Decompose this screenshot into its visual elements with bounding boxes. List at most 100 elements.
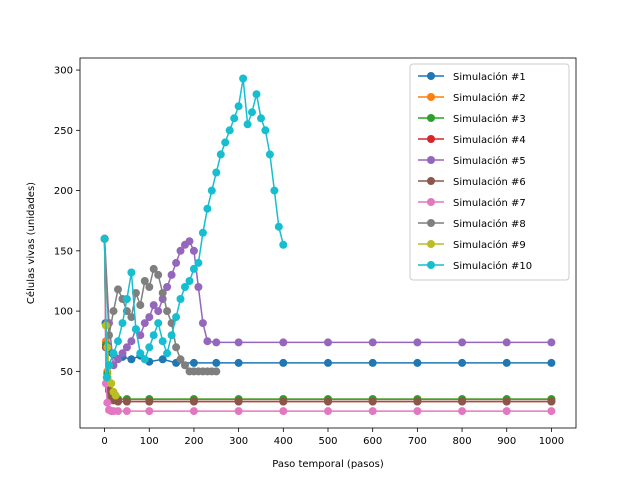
legend-item: Simulación #4 xyxy=(418,134,526,146)
data-point xyxy=(114,355,122,364)
data-point xyxy=(149,331,158,340)
data-point xyxy=(413,407,422,416)
y-tick-label: 300 xyxy=(54,66,73,77)
data-point xyxy=(502,397,511,406)
data-point xyxy=(172,258,181,267)
data-point xyxy=(189,246,198,255)
data-point xyxy=(413,338,422,347)
data-point xyxy=(181,361,189,370)
data-point xyxy=(114,285,122,294)
legend-marker xyxy=(427,72,435,80)
data-point xyxy=(216,150,225,159)
data-point xyxy=(279,397,288,406)
data-point xyxy=(239,74,248,83)
legend-label: Simulación #1 xyxy=(453,71,526,83)
data-point xyxy=(547,358,556,367)
legend-marker xyxy=(427,135,435,143)
x-tick-label: 900 xyxy=(497,436,516,447)
data-point xyxy=(167,331,176,340)
data-point xyxy=(502,338,511,347)
data-point xyxy=(368,338,377,347)
legend-label: Simulación #2 xyxy=(453,92,526,104)
data-point xyxy=(145,283,154,291)
data-point xyxy=(127,268,136,277)
data-point xyxy=(270,186,279,195)
data-point xyxy=(167,270,176,279)
data-point xyxy=(185,237,194,246)
data-point xyxy=(257,114,265,123)
x-tick-label: 200 xyxy=(184,436,203,447)
data-point xyxy=(140,355,149,364)
data-point xyxy=(324,358,332,367)
legend-marker xyxy=(427,156,435,164)
data-point xyxy=(221,138,230,147)
data-point xyxy=(136,349,145,358)
data-point xyxy=(212,338,221,347)
data-point xyxy=(252,90,261,99)
data-point xyxy=(279,338,288,347)
data-point xyxy=(230,114,239,123)
legend-marker xyxy=(427,93,435,101)
data-point xyxy=(122,295,131,303)
x-tick-label: 500 xyxy=(318,436,337,447)
data-point xyxy=(163,307,172,316)
data-point xyxy=(212,358,221,367)
data-point xyxy=(127,355,136,364)
data-point xyxy=(279,407,288,416)
legend-label: Simulación #10 xyxy=(453,260,532,272)
data-point xyxy=(225,126,234,135)
legend-label: Simulación #5 xyxy=(453,155,526,167)
data-point xyxy=(154,319,163,328)
series-8 xyxy=(100,234,221,376)
data-point xyxy=(118,349,127,358)
data-point xyxy=(547,407,556,416)
x-tick-label: 0 xyxy=(101,436,107,447)
x-tick-label: 400 xyxy=(274,436,293,447)
data-point xyxy=(100,234,109,243)
legend-marker xyxy=(427,114,435,122)
data-point xyxy=(234,102,243,111)
legend-marker xyxy=(427,198,435,206)
x-axis: 0 100 200 300 400 500 600 700 800 900 1000 xyxy=(101,428,564,447)
legend-label: Simulación #9 xyxy=(453,239,526,251)
data-point xyxy=(324,397,332,406)
data-point xyxy=(158,337,167,346)
data-point xyxy=(324,338,332,347)
data-point xyxy=(207,186,216,195)
data-point xyxy=(145,407,154,416)
data-point xyxy=(140,319,149,328)
legend-marker xyxy=(427,219,435,227)
data-point xyxy=(118,319,127,328)
series-line-10 xyxy=(103,78,285,378)
data-point xyxy=(176,246,185,255)
legend-marker xyxy=(427,240,435,248)
data-point xyxy=(107,379,116,388)
data-point xyxy=(105,361,113,370)
data-point xyxy=(368,358,377,367)
legend-label: Simulación #6 xyxy=(453,176,526,188)
plot-area xyxy=(79,57,577,429)
data-point xyxy=(114,397,122,406)
data-point xyxy=(194,283,203,291)
data-point xyxy=(185,277,194,285)
legend-marker xyxy=(427,261,435,269)
data-point xyxy=(111,391,120,400)
data-point xyxy=(154,307,163,316)
data-point xyxy=(122,397,131,406)
series-group xyxy=(100,74,556,416)
data-point xyxy=(114,337,122,346)
x-tick-label: 700 xyxy=(408,436,427,447)
series-7 xyxy=(100,234,556,416)
legend-item: Simulación #3 xyxy=(418,113,526,125)
series-10 xyxy=(100,74,288,382)
data-point xyxy=(122,407,131,416)
data-point xyxy=(140,277,149,285)
data-point xyxy=(176,295,185,303)
data-point xyxy=(458,358,467,367)
data-point xyxy=(234,397,243,406)
legend-box xyxy=(409,63,570,281)
y-axis-title: Células vivas (unidades) xyxy=(25,182,37,304)
data-point xyxy=(158,355,167,364)
data-point xyxy=(279,358,288,367)
